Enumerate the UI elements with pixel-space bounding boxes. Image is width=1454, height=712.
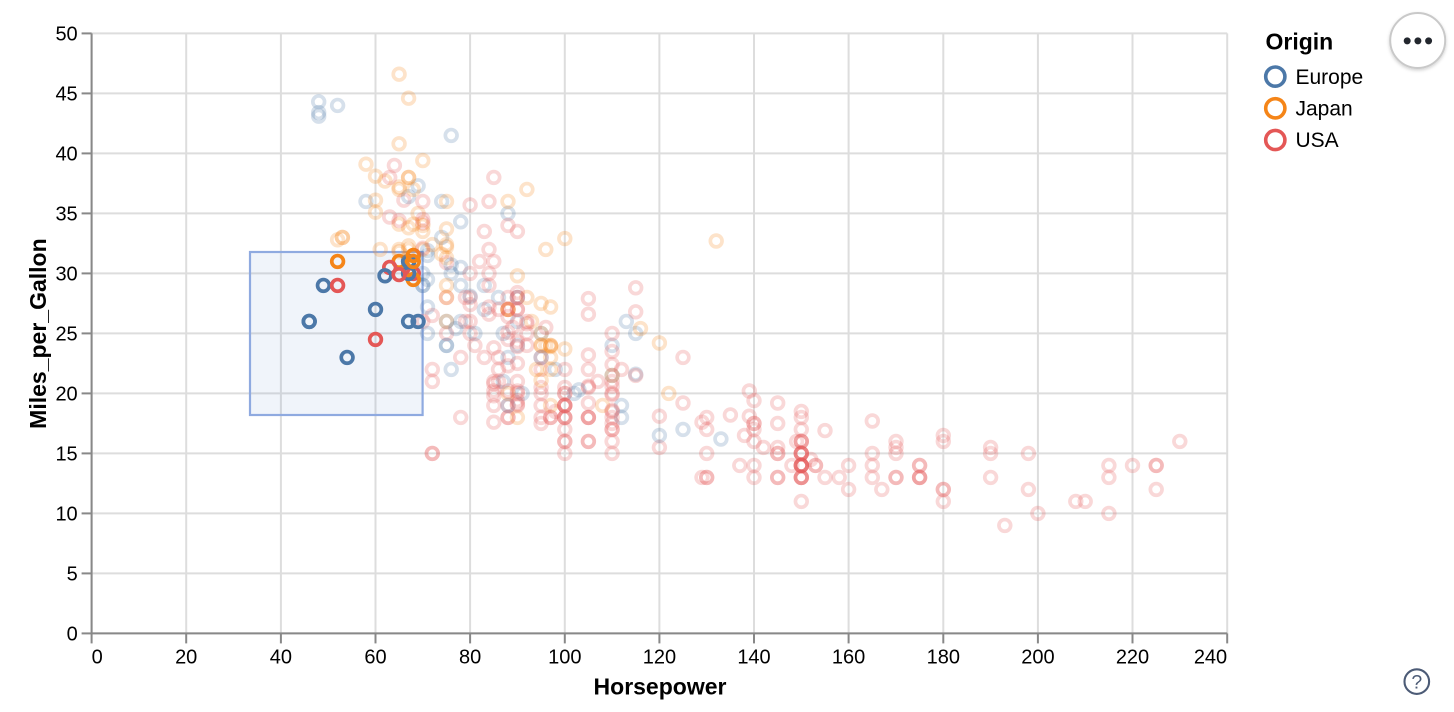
svg-text:140: 140: [737, 647, 770, 669]
svg-text:Europe: Europe: [1296, 66, 1364, 89]
svg-text:80: 80: [459, 647, 481, 669]
svg-text:200: 200: [1021, 647, 1054, 669]
svg-text:20: 20: [175, 647, 197, 669]
svg-text:180: 180: [927, 647, 960, 669]
svg-text:20: 20: [55, 384, 77, 406]
svg-text:0: 0: [67, 624, 78, 646]
svg-text:30: 30: [55, 264, 77, 286]
svg-text:USA: USA: [1296, 129, 1339, 152]
svg-text:100: 100: [548, 647, 581, 669]
svg-text:160: 160: [832, 647, 865, 669]
svg-text:0: 0: [92, 647, 103, 669]
svg-text:15: 15: [55, 444, 77, 466]
svg-text:240: 240: [1194, 647, 1227, 669]
svg-text:5: 5: [67, 564, 78, 586]
svg-text:Miles_per_Gallon: Miles_per_Gallon: [25, 238, 51, 428]
svg-text:Japan: Japan: [1296, 98, 1353, 121]
svg-text:120: 120: [643, 647, 676, 669]
svg-text:25: 25: [55, 324, 77, 346]
svg-text:?: ?: [1411, 672, 1422, 694]
svg-text:10: 10: [55, 504, 77, 526]
svg-text:220: 220: [1116, 647, 1149, 669]
svg-text:35: 35: [55, 204, 77, 226]
svg-text:40: 40: [55, 144, 77, 166]
svg-text:40: 40: [270, 647, 292, 669]
svg-text:45: 45: [55, 84, 77, 106]
svg-text:50: 50: [55, 24, 77, 46]
svg-text:Horsepower: Horsepower: [594, 674, 727, 700]
svg-text:60: 60: [364, 647, 386, 669]
svg-text:Origin: Origin: [1266, 29, 1334, 55]
